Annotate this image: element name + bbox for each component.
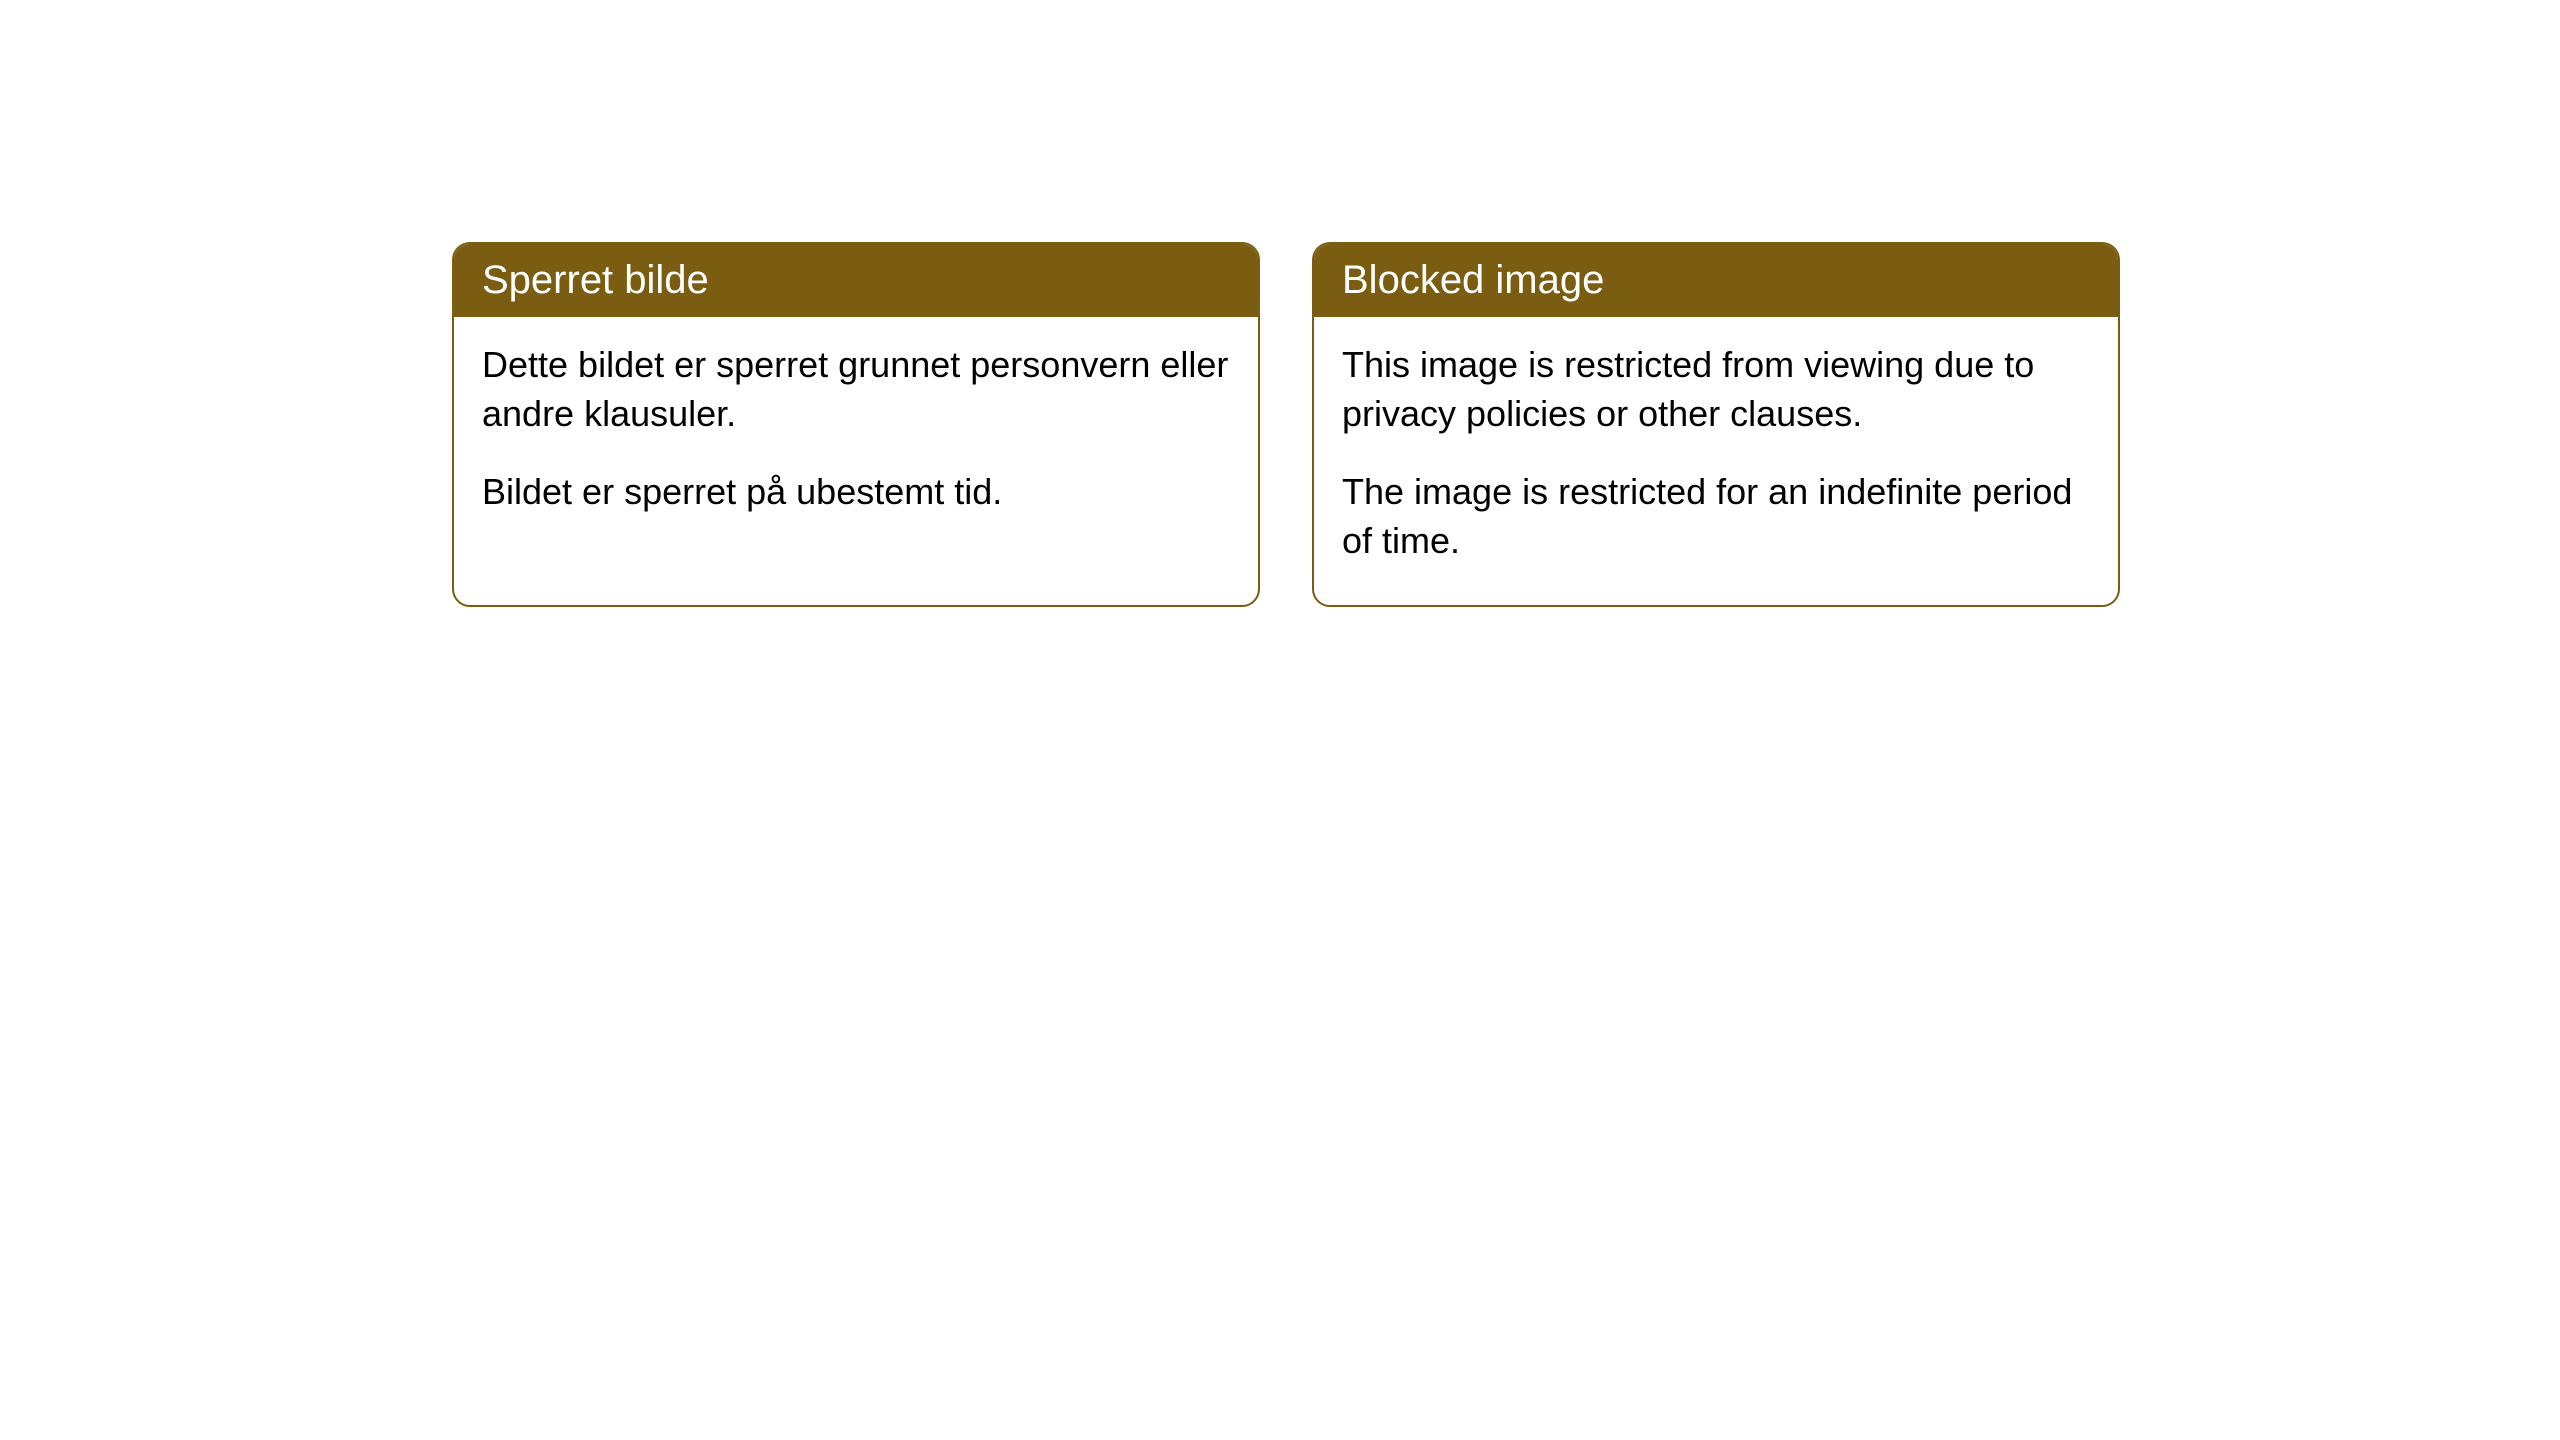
card-header: Blocked image [1314, 244, 2118, 317]
card-body: This image is restricted from viewing du… [1314, 317, 2118, 605]
notice-card-english: Blocked image This image is restricted f… [1312, 242, 2120, 607]
notice-paragraph: This image is restricted from viewing du… [1342, 341, 2090, 438]
card-body: Dette bildet er sperret grunnet personve… [454, 317, 1258, 557]
notice-paragraph: The image is restricted for an indefinit… [1342, 468, 2090, 565]
notice-paragraph: Bildet er sperret på ubestemt tid. [482, 468, 1230, 517]
notice-paragraph: Dette bildet er sperret grunnet personve… [482, 341, 1230, 438]
card-header: Sperret bilde [454, 244, 1258, 317]
notice-container: Sperret bilde Dette bildet er sperret gr… [0, 0, 2560, 607]
notice-card-norwegian: Sperret bilde Dette bildet er sperret gr… [452, 242, 1260, 607]
